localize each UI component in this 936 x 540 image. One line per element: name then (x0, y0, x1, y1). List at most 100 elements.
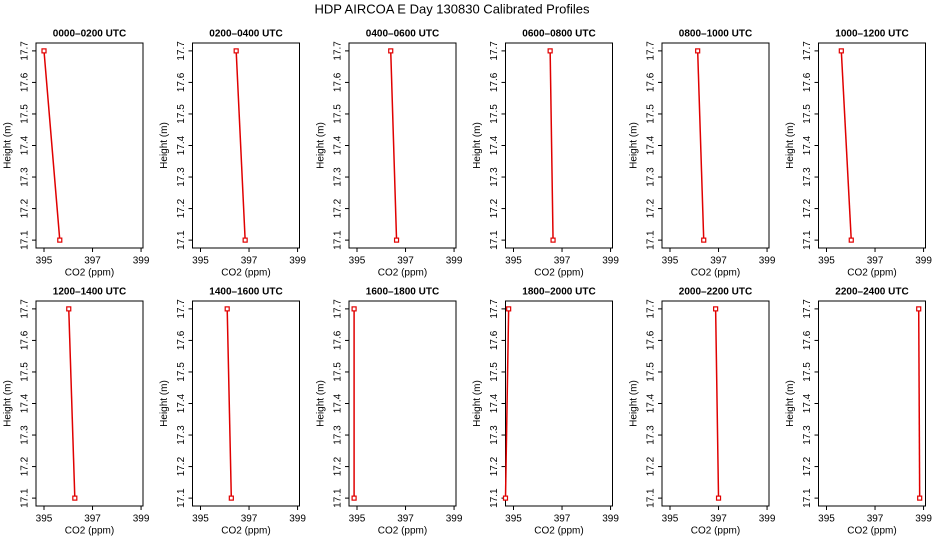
y-axis-label: Height (m) (472, 122, 483, 169)
y-tick-label: 17.4 (333, 393, 344, 413)
y-tick-label: 17.5 (176, 104, 187, 124)
y-tick-label: 17.5 (802, 362, 813, 382)
y-tick-label: 17.7 (176, 41, 187, 61)
x-tick-label: 395 (349, 256, 366, 267)
x-tick-label: 395 (662, 514, 679, 525)
x-tick-label: 397 (554, 514, 571, 525)
plot-frame (661, 42, 770, 249)
y-axis-label: Height (m) (785, 380, 796, 427)
profile-point (224, 306, 230, 312)
y-tick-label: 17.5 (489, 104, 500, 124)
y-axis-label: Height (m) (785, 122, 796, 169)
y-tick-label: 17.6 (489, 330, 500, 350)
profile-point (388, 48, 394, 54)
y-tick-label: 17.4 (20, 393, 31, 413)
y-tick-label: 17.4 (489, 393, 500, 413)
x-tick-label: 397 (241, 256, 258, 267)
x-tick-label: 399 (133, 514, 150, 525)
x-axis-label: CO2 (ppm) (65, 268, 114, 279)
y-axis-label: Height (m) (629, 122, 640, 169)
x-tick-label: 399 (602, 514, 619, 525)
profile-line (696, 50, 705, 241)
x-tick-label: 395 (505, 514, 522, 525)
y-tick-label: 17.1 (20, 488, 31, 508)
y-tick-label: 17.4 (802, 135, 813, 155)
y-tick-label: 17.7 (802, 299, 813, 319)
x-tick-label: 399 (759, 256, 776, 267)
x-axis-label: CO2 (ppm) (691, 526, 740, 537)
panel-title: 1200–1400 UTC (53, 287, 126, 298)
y-axis-label: Height (m) (316, 380, 327, 427)
x-tick-label: 397 (554, 256, 571, 267)
y-tick-label: 17.1 (489, 488, 500, 508)
y-tick-label: 17.7 (333, 299, 344, 319)
panel: 1800–2000 UTC CO2 (ppm) Height (m) 395 397 39… (472, 287, 619, 537)
x-tick-label: 395 (818, 256, 835, 267)
y-tick-label: 17.4 (802, 393, 813, 413)
profile-line (389, 50, 398, 241)
y-tick-label: 17.7 (802, 41, 813, 61)
y-tick-label: 17.5 (802, 104, 813, 124)
y-tick-label: 17.4 (20, 135, 31, 155)
panel-title: 1000–1200 UTC (835, 29, 908, 40)
y-axis-label: Height (m) (629, 380, 640, 427)
y-tick-label: 17.2 (333, 456, 344, 476)
x-axis-label: CO2 (ppm) (221, 268, 270, 279)
y-tick-label: 17.5 (20, 362, 31, 382)
y-axis-label: Height (m) (316, 122, 327, 169)
y-tick-label: 17.7 (20, 41, 31, 61)
plot-frame (348, 300, 457, 507)
y-tick-label: 17.1 (489, 230, 500, 250)
y-tick-label: 17.7 (489, 299, 500, 319)
panel: 2000–2200 UTC CO2 (ppm) Height (m) 395 397 39… (629, 287, 776, 537)
x-tick-label: 399 (602, 256, 619, 267)
profile-point (351, 495, 357, 501)
x-tick-label: 399 (133, 256, 150, 267)
x-axis-label: CO2 (ppm) (847, 526, 896, 537)
y-tick-label: 17.3 (176, 167, 187, 187)
y-tick-label: 17.3 (489, 425, 500, 445)
panel-title: 0600–0800 UTC (522, 29, 595, 40)
profile-point (233, 48, 239, 54)
y-axis-label: Height (m) (159, 122, 170, 169)
y-tick-label: 17.7 (646, 41, 657, 61)
panel-title: 1400–1600 UTC (209, 287, 282, 298)
x-tick-label: 395 (349, 514, 366, 525)
profile-point (351, 306, 357, 312)
y-tick-label: 17.2 (176, 456, 187, 476)
profile-point (701, 237, 707, 243)
y-tick-label: 17.5 (333, 362, 344, 382)
y-tick-label: 17.7 (20, 299, 31, 319)
y-tick-label: 17.6 (646, 330, 657, 350)
plot-frame (505, 42, 613, 249)
profile-point (715, 495, 722, 501)
profile-line (68, 308, 76, 499)
x-axis-label: CO2 (ppm) (534, 268, 583, 279)
panel: 1000–1200 UTC CO2 (ppm) Height (m) 395 397 39… (785, 29, 932, 279)
x-tick-label: 397 (84, 256, 101, 267)
x-tick-label: 395 (505, 256, 522, 267)
y-tick-label: 17.1 (646, 488, 657, 508)
y-axis-label: Height (m) (159, 380, 170, 427)
y-tick-label: 17.3 (20, 167, 31, 187)
y-tick-label: 17.6 (20, 330, 31, 350)
profile-line (917, 308, 921, 499)
y-tick-label: 17.6 (176, 330, 187, 350)
y-tick-label: 17.5 (646, 362, 657, 382)
x-tick-label: 397 (241, 514, 258, 525)
y-tick-label: 17.6 (646, 72, 657, 92)
y-tick-label: 17.2 (646, 456, 657, 476)
y-tick-label: 17.2 (489, 456, 500, 476)
panel-title: 2200–2400 UTC (835, 287, 908, 298)
profile-line (504, 308, 510, 499)
profile-point (916, 306, 922, 312)
profile-point (228, 495, 234, 501)
y-tick-label: 17.3 (802, 425, 813, 445)
y-tick-label: 17.2 (333, 198, 344, 218)
x-tick-label: 399 (446, 256, 463, 267)
profile-line (235, 50, 246, 241)
y-tick-label: 17.7 (489, 41, 500, 61)
y-tick-label: 17.7 (646, 299, 657, 319)
y-tick-label: 17.6 (333, 72, 344, 92)
profile-point (695, 48, 701, 54)
